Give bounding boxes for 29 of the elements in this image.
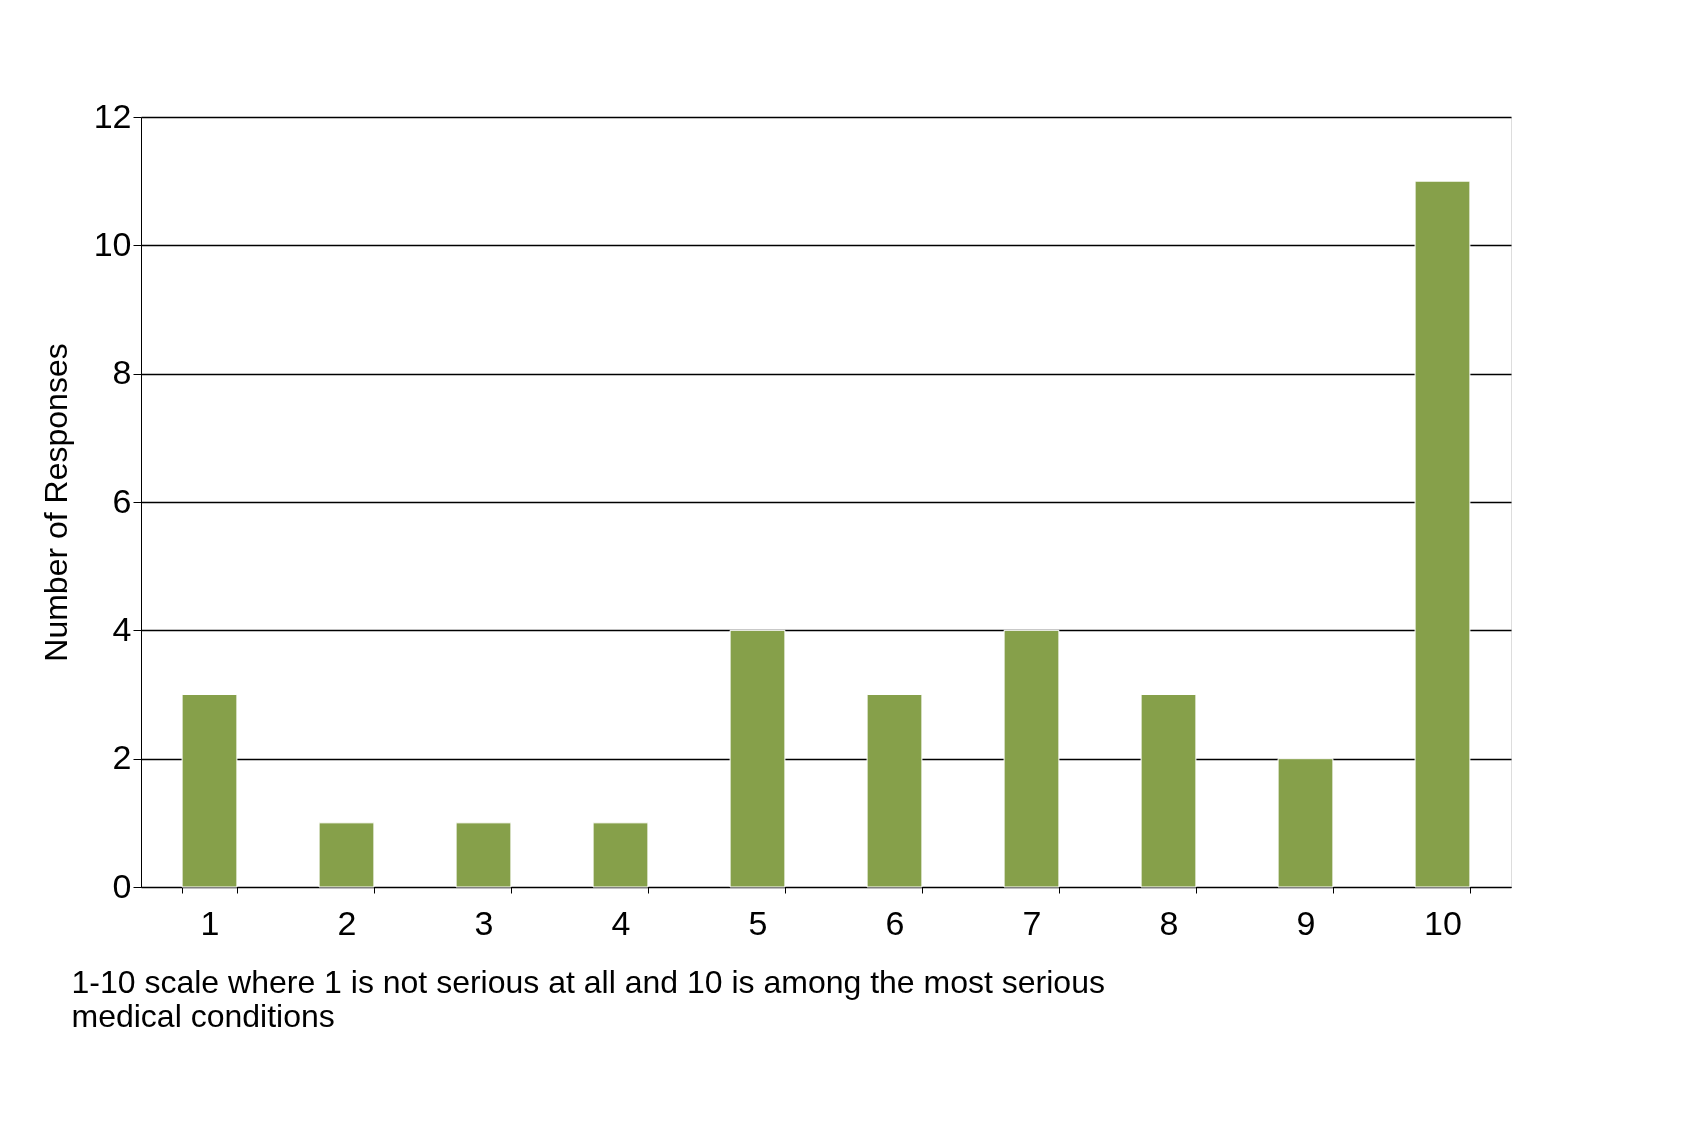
x-tick-label: 6	[885, 903, 905, 942]
x-tick-label: 7	[1022, 903, 1042, 942]
x-tick-label: 3	[474, 903, 494, 942]
x-tick-label: 9	[1296, 903, 1316, 942]
bar	[1277, 758, 1334, 888]
y-tick-label: 10	[93, 224, 132, 263]
y-tick-label: 0	[112, 866, 132, 905]
y-tick-label: 2	[112, 738, 132, 777]
x-tick-label: 4	[611, 903, 631, 942]
bar	[866, 694, 923, 888]
x-axis-title: 1-10 scale where 1 is not serious at all and 10 is among the most serious medical conditions	[71, 963, 1105, 1034]
y-axis-title: Number of Responses	[37, 343, 74, 662]
x-tick-label: 2	[337, 903, 357, 942]
bar	[455, 822, 512, 888]
x-tick-label: 1	[200, 903, 220, 942]
bar	[729, 629, 786, 888]
bar	[318, 822, 375, 888]
y-tick-label: 6	[112, 481, 132, 520]
bar	[1140, 694, 1197, 888]
x-tick-label: 10	[1424, 903, 1462, 942]
bar	[181, 694, 238, 888]
x-tick-label: 5	[748, 903, 768, 942]
bar	[1003, 629, 1060, 888]
y-tick-label: 4	[112, 609, 132, 648]
x-tick-label: 8	[1159, 903, 1179, 942]
bar	[1414, 180, 1471, 888]
y-tick-label: 8	[112, 353, 132, 392]
y-tick-label: 12	[93, 96, 132, 135]
bar	[592, 822, 649, 888]
